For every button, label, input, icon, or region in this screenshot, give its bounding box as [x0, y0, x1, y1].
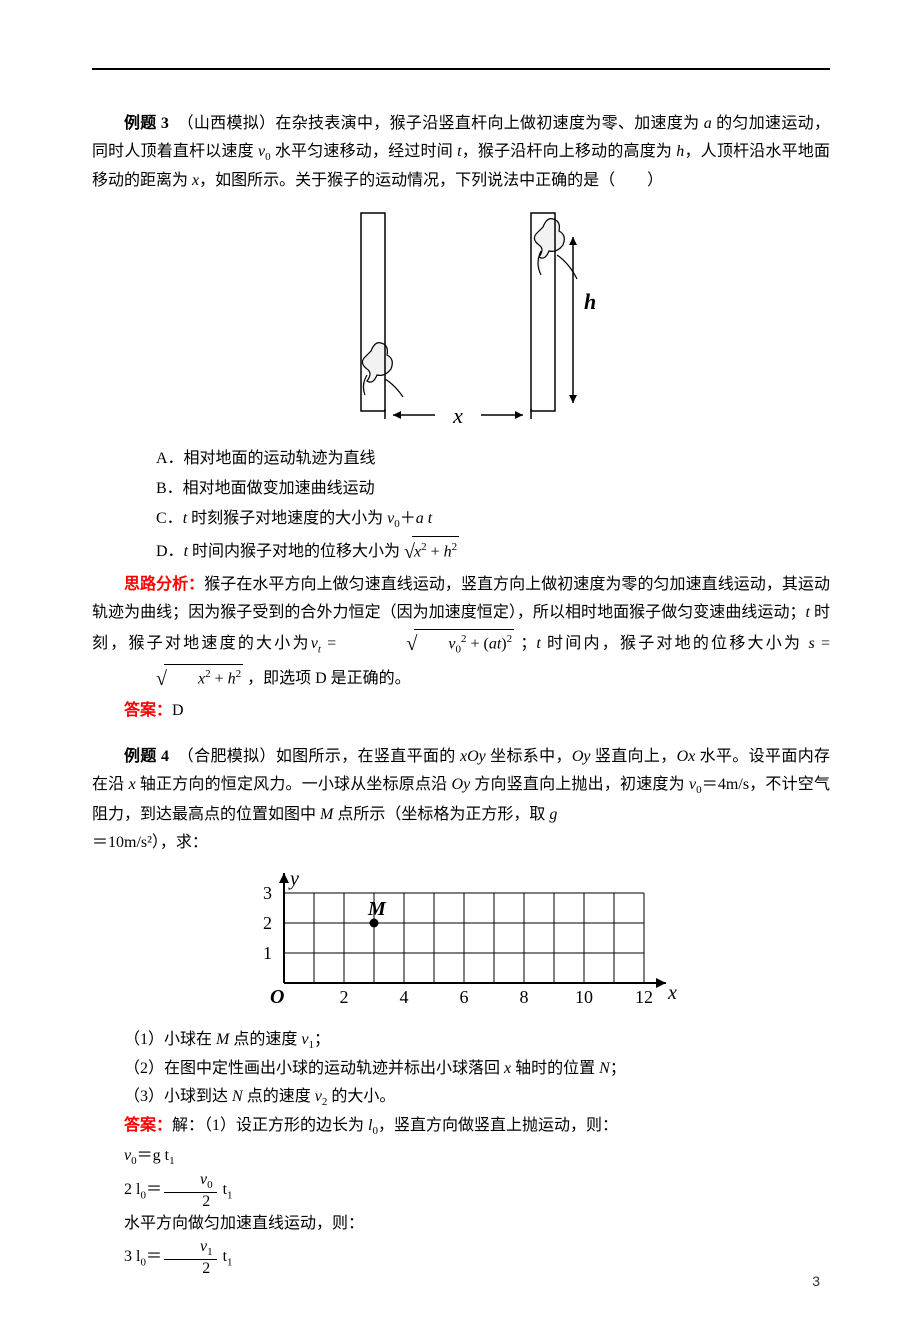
svg-text:x: x	[667, 982, 677, 1004]
svg-text:8: 8	[520, 987, 529, 1007]
ex4-grid-figure: 24681012123OxyM	[92, 863, 830, 1018]
analysis-label: 思路分析：	[124, 576, 204, 593]
ex3-answer: 答案：D	[92, 697, 830, 725]
svg-text:x: x	[452, 403, 463, 428]
ex4-q1: （1）小球在 M 点的速度 v1；	[92, 1026, 830, 1055]
eq1: v0＝g t1	[92, 1142, 830, 1171]
page: 例题 3 （山西模拟）在杂技表演中，猴子沿竖直杆向上做初速度为零、加速度为 a …	[0, 0, 920, 1317]
ex4-q2: （2）在图中定性画出小球的运动轨迹并标出小球落回 x 轴时的位置 N；	[92, 1055, 830, 1083]
ex3-analysis: 思路分析：猴子在水平方向上做匀速直线运动，竖直方向上做初速度为零的匀加速直线运动…	[92, 571, 830, 697]
ex3-figure: x h	[92, 201, 830, 436]
svg-text:4: 4	[400, 987, 409, 1007]
svg-text:10: 10	[575, 987, 593, 1007]
frac-v1-2: v12	[164, 1238, 217, 1277]
svg-text:O: O	[270, 986, 284, 1008]
sqrt-expr: √x2 + h2	[404, 534, 459, 571]
ex4-answer-line: 答案：解：（1）设正方形的边长为 l0，竖直方向做竖直上抛运动，则：	[92, 1112, 830, 1141]
svg-text:12: 12	[635, 987, 653, 1007]
ex3-source: （山西模拟）	[186, 115, 276, 132]
top-rule	[92, 68, 830, 70]
ex4-label: 例题 4	[124, 748, 169, 765]
svg-text:3: 3	[263, 883, 272, 903]
svg-text:M: M	[367, 898, 387, 920]
svg-text:1: 1	[263, 943, 272, 963]
eq2: 2 l0＝v02 t1	[92, 1171, 830, 1210]
frac-v0-2: v02	[164, 1171, 217, 1210]
svg-text:2: 2	[263, 913, 272, 933]
svg-text:6: 6	[460, 987, 469, 1007]
svg-text:y: y	[288, 868, 299, 890]
option-B: B．相对地面做变加速曲线运动	[156, 474, 830, 504]
option-D: D．t 时间内猴子对地的位移大小为 √x2 + h2	[156, 534, 830, 571]
svg-text:2: 2	[340, 987, 349, 1007]
ex4-problem: 例题 4 （合肥模拟）如图所示，在竖直平面的 xOy 坐标系中，Oy 竖直向上，…	[92, 743, 830, 856]
option-C: C．t 时刻猴子对地速度的大小为 v0＋a t	[156, 504, 830, 535]
grid-svg: 24681012123OxyM	[236, 863, 686, 1013]
page-number: 3	[812, 1273, 820, 1289]
ex3-options: A．相对地面的运动轨迹为直线 B．相对地面做变加速曲线运动 C．t 时刻猴子对地…	[92, 444, 830, 571]
monkey-pole-svg: x h	[311, 201, 611, 431]
option-A: A．相对地面的运动轨迹为直线	[156, 444, 830, 474]
ex3-label: 例题 3	[124, 115, 169, 132]
sol-horiz: 水平方向做匀加速直线运动，则：	[92, 1210, 830, 1238]
svg-text:h: h	[584, 289, 596, 314]
ex4-q3: （3）小球到达 N 点的速度 v2 的大小。	[92, 1083, 830, 1112]
eq3: 3 l0＝v12 t1	[92, 1238, 830, 1277]
ex3-problem: 例题 3 （山西模拟）在杂技表演中，猴子沿竖直杆向上做初速度为零、加速度为 a …	[92, 110, 830, 195]
